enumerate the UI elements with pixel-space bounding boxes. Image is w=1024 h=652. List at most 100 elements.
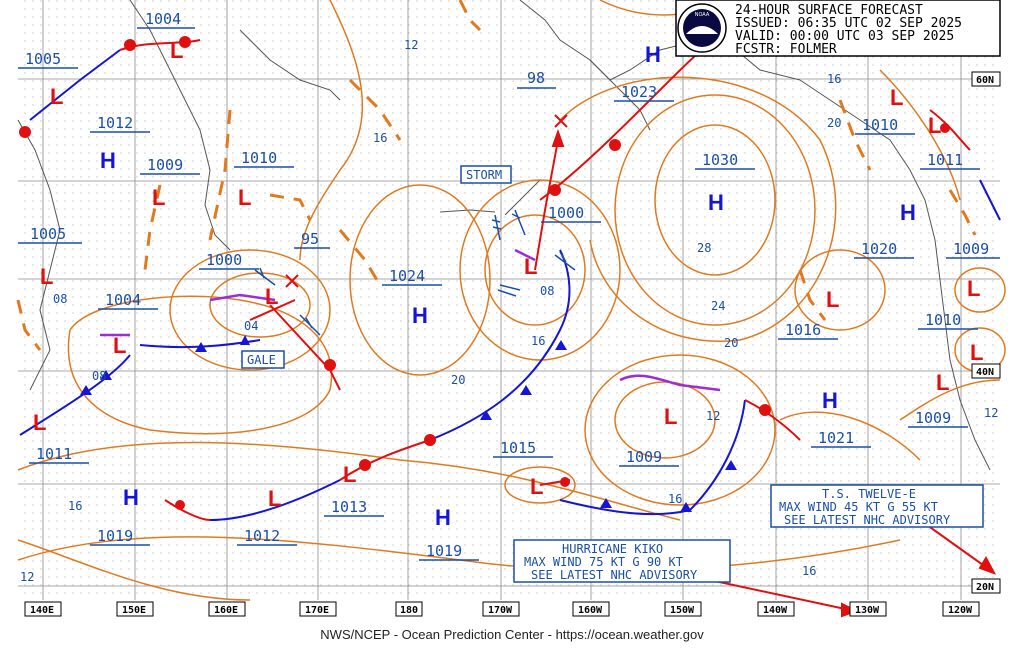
hurricane-kiko-advisory: HURRICANE KIKO MAX WIND 75 KT G 90 KT SE… bbox=[513, 539, 731, 583]
isobar-labels: 12 16 08 04 08 20 16 28 24 20 12 16 16 1… bbox=[20, 38, 998, 584]
occluded-fronts bbox=[100, 248, 721, 392]
noaa-logo-text: NOAA bbox=[695, 12, 710, 18]
high-symbol: H bbox=[412, 303, 428, 328]
pressure-label: 1012 bbox=[244, 527, 280, 545]
ts-twelve-e-advisory: T.S. TWELVE-E MAX WIND 45 KT G 55 KT SEE… bbox=[770, 484, 984, 528]
lat-label: 20N bbox=[976, 582, 994, 593]
low-symbol: L bbox=[524, 254, 537, 279]
advisory-line: MAX WIND 75 KT G 90 KT bbox=[524, 555, 683, 569]
latitude-axis: 60N 40N 20N bbox=[971, 71, 1001, 594]
storm-tracks bbox=[249, 114, 997, 618]
isobar-label: 20 bbox=[827, 116, 841, 130]
isobar-label: 28 bbox=[697, 241, 711, 255]
low-symbol: L bbox=[664, 404, 677, 429]
pressure-label: 1019 bbox=[426, 542, 462, 560]
header-title: 24-HOUR SURFACE FORECAST bbox=[735, 3, 923, 18]
low-symbol: L bbox=[265, 284, 278, 309]
low-symbol: L bbox=[970, 340, 983, 365]
pressure-label: 1021 bbox=[818, 429, 854, 447]
pressure-label: 1010 bbox=[241, 149, 277, 167]
lon-label: 150E bbox=[122, 605, 146, 616]
warm-fronts bbox=[119, 29, 971, 521]
low-pressure-centers: L L L L L L L L L L L L L L L L L L L L bbox=[33, 38, 983, 511]
low-symbol: L bbox=[530, 474, 543, 499]
lon-label: 120W bbox=[948, 605, 973, 616]
lon-label: 160W bbox=[578, 605, 603, 616]
low-symbol: L bbox=[113, 333, 126, 358]
high-symbol: H bbox=[708, 190, 724, 215]
forecast-header: NOAA 24-HOUR SURFACE FORECAST ISSUED: 06… bbox=[675, 0, 1001, 57]
low-symbol: L bbox=[238, 185, 251, 210]
pressure-label: 1013 bbox=[331, 498, 367, 516]
pressure-label: 1010 bbox=[862, 116, 898, 134]
troughs bbox=[16, 0, 977, 351]
footer-credit: NWS/NCEP - Ocean Prediction Center - htt… bbox=[320, 627, 704, 642]
pressure-label: 1020 bbox=[861, 240, 897, 258]
high-symbol: H bbox=[645, 42, 661, 67]
low-symbol: L bbox=[170, 38, 183, 63]
storm-warning-label: STORM bbox=[466, 168, 502, 182]
isobars bbox=[17, 0, 1006, 601]
isobar-label: 16 bbox=[827, 72, 841, 86]
longitude-axis: 140E 150E 160E 170E 180 170W 160W 150W 1… bbox=[24, 601, 980, 617]
advisory-line: MAX WIND 45 KT G 55 KT bbox=[779, 500, 938, 514]
isobar-label: 24 bbox=[711, 299, 725, 313]
advisory-line: T.S. TWELVE-E bbox=[822, 487, 916, 501]
pressure-label: 1011 bbox=[927, 151, 963, 169]
pressure-label: 1012 bbox=[97, 114, 133, 132]
isobar-label: 16 bbox=[802, 564, 816, 578]
low-symbol: L bbox=[826, 287, 839, 312]
low-symbol: L bbox=[890, 85, 903, 110]
pressure-label: 1005 bbox=[30, 225, 66, 243]
pressure-label: 1019 bbox=[97, 527, 133, 545]
pressure-label: 1023 bbox=[621, 83, 657, 101]
pressure-label: 1004 bbox=[145, 10, 181, 28]
low-symbol: L bbox=[343, 462, 356, 487]
isobar-label: 20 bbox=[451, 373, 465, 387]
lon-label: 150W bbox=[670, 605, 695, 616]
high-symbol: H bbox=[100, 148, 116, 173]
pressure-label: 1016 bbox=[785, 321, 821, 339]
low-symbol: L bbox=[268, 486, 281, 511]
isobar-label: 12 bbox=[20, 570, 34, 584]
pressure-label: 95 bbox=[301, 230, 319, 248]
lon-label: 160E bbox=[214, 605, 238, 616]
advisory-line: HURRICANE KIKO bbox=[562, 542, 663, 556]
low-symbol: L bbox=[967, 276, 980, 301]
advisory-line: SEE LATEST NHC ADVISORY bbox=[531, 568, 698, 582]
storm-warning: STORM bbox=[460, 165, 512, 184]
pressure-label: 1011 bbox=[36, 445, 72, 463]
high-pressure-centers: H H H H H H H H H bbox=[100, 42, 916, 530]
pressure-label: 1009 bbox=[626, 448, 662, 466]
pressure-label: 1010 bbox=[925, 311, 961, 329]
isobar-label: 12 bbox=[706, 409, 720, 423]
lat-label: 60N bbox=[976, 75, 994, 86]
isobar-label: 08 bbox=[92, 369, 106, 383]
pressure-labels: 1004 1005 1012 1009 1010 1005 1000 1004 … bbox=[18, 10, 1000, 561]
low-symbol: L bbox=[152, 185, 165, 210]
pressure-label: 1009 bbox=[147, 156, 183, 174]
lon-label: 130W bbox=[855, 605, 880, 616]
gale-warning-label: GALE bbox=[247, 353, 276, 367]
gale-warning: GALE bbox=[241, 350, 285, 369]
isobar-label: 08 bbox=[540, 284, 554, 298]
isobar-label: 16 bbox=[373, 131, 387, 145]
isobar-label: 12 bbox=[404, 38, 418, 52]
lon-label: 140W bbox=[763, 605, 788, 616]
wind-barbs bbox=[254, 209, 576, 336]
lon-label: 140E bbox=[30, 605, 54, 616]
isobar-label: 08 bbox=[53, 292, 67, 306]
high-symbol: H bbox=[123, 485, 139, 510]
high-symbol: H bbox=[822, 388, 838, 413]
advisory-line: SEE LATEST NHC ADVISORY bbox=[784, 513, 951, 527]
low-symbol: L bbox=[936, 370, 949, 395]
low-symbol: L bbox=[40, 264, 53, 289]
pressure-label: 98 bbox=[527, 69, 545, 87]
isobar-label: 16 bbox=[68, 499, 82, 513]
low-symbol: L bbox=[928, 113, 941, 138]
pressure-label: 1024 bbox=[389, 267, 425, 285]
pressure-label: 1009 bbox=[953, 240, 989, 258]
noaa-logo: NOAA bbox=[677, 3, 727, 53]
header-issued: ISSUED: 06:35 UTC 02 SEP 2025 bbox=[735, 16, 962, 31]
